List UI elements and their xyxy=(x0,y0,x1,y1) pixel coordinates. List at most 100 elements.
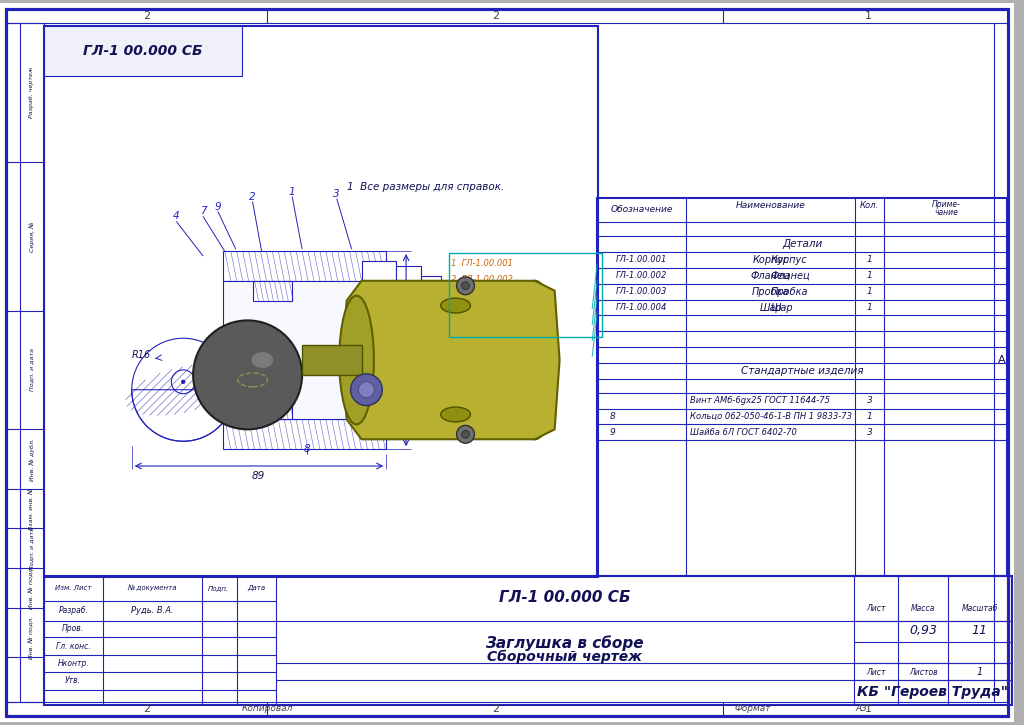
Text: ГЛ-1.00.003: ГЛ-1.00.003 xyxy=(616,287,668,297)
Circle shape xyxy=(457,426,474,443)
Bar xyxy=(361,261,396,281)
Text: 1: 1 xyxy=(289,186,296,196)
Ellipse shape xyxy=(440,407,470,422)
Text: Стандартные изделия: Стандартные изделия xyxy=(741,366,863,376)
Text: Масштаб: Масштаб xyxy=(962,604,997,613)
Text: 8: 8 xyxy=(304,444,310,454)
Bar xyxy=(396,266,421,434)
Text: Пробка: Пробка xyxy=(770,286,808,297)
Circle shape xyxy=(194,320,302,429)
Text: № документа: № документа xyxy=(128,584,177,591)
Text: 8: 8 xyxy=(609,412,615,421)
Text: Шар: Шар xyxy=(759,302,782,312)
Text: 3  ГЛ-1.00.003: 3 ГЛ-1.00.003 xyxy=(451,291,513,300)
Wedge shape xyxy=(132,390,234,442)
Ellipse shape xyxy=(252,352,273,368)
Text: 3: 3 xyxy=(334,188,340,199)
Text: 1  Все размеры для справок.: 1 Все размеры для справок. xyxy=(347,182,505,191)
Text: 2: 2 xyxy=(492,12,499,21)
Text: Приме-: Приме- xyxy=(932,200,961,209)
Text: 0,93: 0,93 xyxy=(909,624,937,637)
Text: ГЛ-1.00.002: ГЛ-1.00.002 xyxy=(616,271,668,281)
Bar xyxy=(223,375,234,405)
Text: Разраб. чертеж: Разраб. чертеж xyxy=(30,67,34,118)
Text: 11: 11 xyxy=(972,624,987,637)
Text: А3: А3 xyxy=(856,704,867,713)
Text: Подп.: Подп. xyxy=(208,585,229,591)
Text: Утв.: Утв. xyxy=(66,676,81,685)
Text: ГЛ-1 00.000 СБ: ГЛ-1 00.000 СБ xyxy=(83,44,203,58)
Text: Корпус: Корпус xyxy=(770,255,807,265)
Circle shape xyxy=(181,381,184,384)
Text: Пробка: Пробка xyxy=(752,286,790,297)
Text: 89: 89 xyxy=(252,471,265,481)
Text: 3: 3 xyxy=(866,428,872,437)
Text: 3: 3 xyxy=(866,396,872,405)
Text: Изм. Лист: Изм. Лист xyxy=(55,585,91,591)
Text: Нконтр.: Нконтр. xyxy=(57,658,89,668)
Circle shape xyxy=(350,374,382,405)
Text: Сборочный чертеж: Сборочный чертеж xyxy=(487,650,642,664)
Text: Подп. и дата: Подп. и дата xyxy=(30,349,34,392)
Text: Подп. и дата: Подп. и дата xyxy=(30,526,34,570)
Text: φ80: φ80 xyxy=(416,340,426,360)
Text: Лист: Лист xyxy=(865,604,886,613)
Text: 1: 1 xyxy=(866,303,872,312)
Bar xyxy=(302,345,361,375)
Text: 1: 1 xyxy=(866,412,872,421)
Text: ГЛ-1.00.004: ГЛ-1.00.004 xyxy=(616,303,668,312)
Text: Инв. № подл.: Инв. № подл. xyxy=(29,616,35,659)
Circle shape xyxy=(462,431,469,439)
Text: Лист: Лист xyxy=(865,668,886,676)
Ellipse shape xyxy=(440,298,470,313)
Text: Листов: Листов xyxy=(908,668,937,676)
Bar xyxy=(421,276,440,424)
Text: 2: 2 xyxy=(492,704,499,713)
Text: 1: 1 xyxy=(866,287,872,297)
Bar xyxy=(44,576,1012,705)
Text: 4  ГЛ-1.00.004: 4 ГЛ-1.00.004 xyxy=(451,307,513,316)
Text: R16: R16 xyxy=(132,350,152,360)
Text: Винт АМб-6gx25 ГОСТ 11644-75: Винт АМб-6gx25 ГОСТ 11644-75 xyxy=(690,396,830,405)
Text: A: A xyxy=(997,355,1006,365)
Text: Заглушка в сборе: Заглушка в сборе xyxy=(485,635,644,651)
Text: 1: 1 xyxy=(866,255,872,265)
Bar xyxy=(597,198,1008,576)
Text: Масса: Масса xyxy=(911,604,935,613)
Text: Наименование: Наименование xyxy=(735,201,806,210)
Text: Детали: Детали xyxy=(782,239,822,249)
Text: Корпус: Корпус xyxy=(753,255,788,265)
Bar xyxy=(223,251,386,281)
Text: Гл. конс.: Гл. конс. xyxy=(56,642,91,651)
Text: Шайба 6Л ГОСТ 6402-70: Шайба 6Л ГОСТ 6402-70 xyxy=(690,428,798,437)
Bar xyxy=(223,281,386,420)
Text: Пров.: Пров. xyxy=(62,624,84,633)
Text: Кол.: Кол. xyxy=(860,201,880,210)
Text: 2: 2 xyxy=(143,704,151,713)
Text: 1: 1 xyxy=(865,12,872,21)
Text: Формат: Формат xyxy=(734,704,771,713)
Bar xyxy=(44,26,242,76)
Text: ГЛ-1.00.001: ГЛ-1.00.001 xyxy=(616,255,668,265)
Text: 9: 9 xyxy=(215,202,221,212)
Text: 1: 1 xyxy=(865,704,872,713)
Bar xyxy=(361,420,396,439)
Bar xyxy=(44,26,598,577)
Text: 1: 1 xyxy=(866,271,872,281)
Text: 9: 9 xyxy=(609,428,615,437)
Text: 7: 7 xyxy=(200,207,207,217)
Text: Шар: Шар xyxy=(770,302,794,312)
Text: 2  ГЛ-1.00.002: 2 ГЛ-1.00.002 xyxy=(451,276,513,284)
Text: Дата: Дата xyxy=(248,585,265,591)
Bar xyxy=(449,253,602,337)
Text: Копировал: Копировал xyxy=(242,704,293,713)
Text: Фланец: Фланец xyxy=(751,271,791,281)
Bar xyxy=(223,420,386,450)
Text: Серия, №: Серия, № xyxy=(29,221,35,252)
Ellipse shape xyxy=(339,296,374,424)
Text: КБ "Героев Труда": КБ "Героев Труда" xyxy=(857,685,1009,699)
Text: Рудь. В.А.: Рудь. В.А. xyxy=(131,606,174,615)
Circle shape xyxy=(457,277,474,294)
Text: 1  ГЛ-1.00.001: 1 ГЛ-1.00.001 xyxy=(451,260,513,268)
Text: Разраб.: Разраб. xyxy=(58,606,88,615)
